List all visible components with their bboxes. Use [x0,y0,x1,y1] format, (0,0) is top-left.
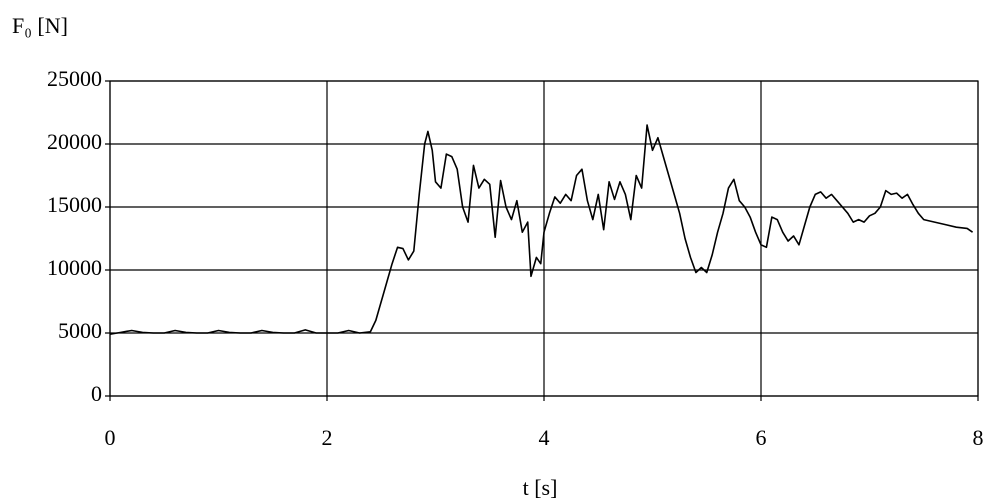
y-tick-label: 20000 [47,129,102,154]
x-tick-label: 6 [756,425,767,450]
x-tick-label: 2 [322,425,333,450]
y-tick-label: 0 [91,381,102,406]
x-axis-label: t [s] [523,475,558,500]
y-tick-label: 5000 [58,318,102,343]
y-tick-label: 15000 [47,192,102,217]
y-tick-label: 10000 [47,255,102,280]
y-tick-label: 25000 [47,66,102,91]
x-tick-label: 4 [539,425,550,450]
data-line [109,124,974,336]
x-tick-label: 8 [973,425,984,450]
x-tick-label: 0 [105,425,116,450]
y-axis-label: F₀ [N] [12,13,68,38]
